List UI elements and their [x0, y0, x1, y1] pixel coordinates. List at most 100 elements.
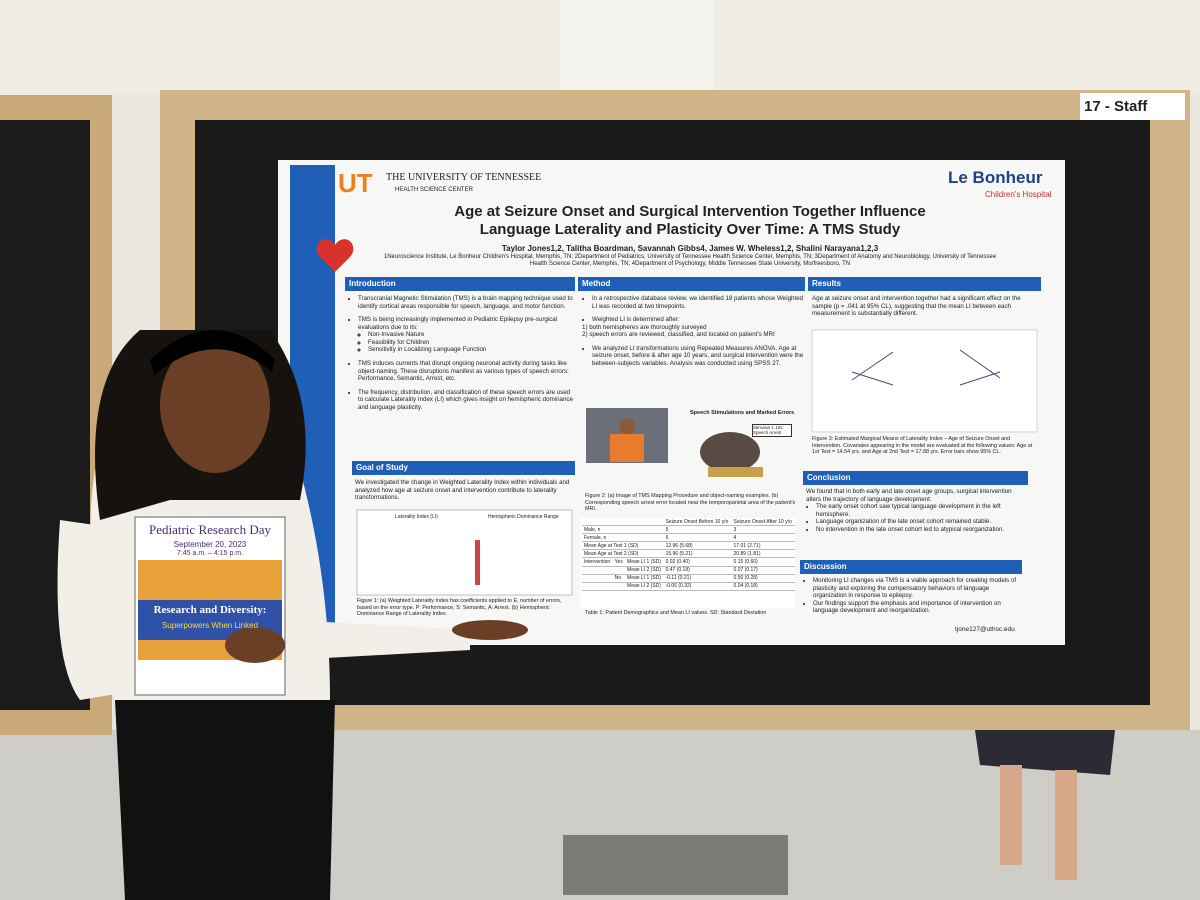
paragraph: TMS is being increasingly implemented in… [358, 316, 573, 331]
ut-logo: UT [338, 168, 373, 198]
figure-caption: Figure 3: Estimated Marginal Means of La… [812, 436, 1033, 456]
leg [1000, 765, 1022, 865]
patient-head [619, 418, 635, 434]
sign-card [1080, 93, 1185, 120]
chart-line [959, 371, 1001, 386]
subgroup-cell: Yes [612, 557, 626, 567]
booklet-title: Pediatric Research Day [148, 522, 271, 537]
paragraph: TMS induces currents that disrupt ongoin… [358, 360, 573, 383]
cell: 0.02 (0.40) [663, 557, 732, 567]
heart [316, 239, 354, 272]
university: THE UNIVERSITY OF TENNESSEE [386, 172, 542, 183]
step: 2) speech errors are reviewed, classifie… [582, 331, 775, 339]
row-label: Female, n [582, 533, 664, 543]
figure-caption: Figure 1: (a) Weighted Laterality Index … [357, 598, 562, 618]
bullet: Monitoring LI changes via TMS is a viabl… [813, 577, 1021, 600]
group-cell: Intervention [582, 557, 613, 567]
cell: 20.89 (1.81) [731, 549, 795, 559]
cell: -0.11 (0.21) [663, 574, 732, 583]
bullet: Our findings support the emphasis and im… [813, 600, 1021, 615]
cell: 5 [663, 525, 732, 535]
figure-title: Hemispheric Dominance Range [488, 514, 559, 520]
cell: -0.06 (0.32) [663, 582, 732, 591]
cell: 0.50 (0.28) [731, 574, 795, 583]
cell: 0.07 (0.17) [731, 566, 795, 575]
paragraph: We found that in both early and late ons… [806, 488, 1012, 503]
section-heading: Goal of Study [352, 461, 575, 475]
row-label: Mean Age at Test 2 (SD) [582, 549, 664, 559]
paragraph: Transcranial Magnetic Stimulation (TMS) … [358, 295, 573, 310]
chart-line [851, 371, 894, 386]
figure-label: Stimulus 1.10s: Speech Arrest [752, 424, 792, 437]
bullet: Language organization of the late onset … [816, 518, 1026, 526]
section-body: We investigated the change in Weighted L… [355, 479, 570, 502]
floor-plate [563, 835, 788, 895]
group-cell [582, 582, 613, 591]
poster-title: Age at Seizure Onset and Surgical Interv… [454, 203, 926, 238]
step: 1) both hemispheres are thoroughly surve… [582, 323, 707, 331]
email: tjone127@uthsc.edu [955, 626, 1015, 633]
section-body: In a retrospective database review, we i… [582, 295, 804, 368]
paragraph: In a retrospective database review, we i… [592, 295, 804, 310]
pants [115, 700, 335, 900]
group-cell [582, 574, 613, 583]
booklet-date: September 20, 2023 [173, 540, 247, 549]
chart-line [959, 349, 1001, 379]
face [160, 337, 270, 473]
holding-hand [225, 627, 285, 663]
section-body: Monitoring LI changes via TMS is a viabl… [803, 577, 1021, 615]
row-label: Mean LI 2 (SD) [625, 582, 664, 591]
cell: 4 [731, 533, 795, 543]
row-label: Mean Age at Test 1 (SD) [582, 541, 664, 551]
table: Seizure Onset Before 10 y/o Seizure Onset… [582, 518, 795, 591]
figure-title: Laterality Index (LI) [395, 514, 438, 520]
section-heading: Introduction [345, 277, 575, 291]
leg [1055, 770, 1077, 880]
figure-caption: Figure 2: (a) Image of TMS Mapping Proce… [585, 493, 796, 513]
section-heading: Conclusion [803, 471, 1028, 485]
cell: 3 [731, 525, 795, 535]
figure-title: Speech Stimulations and Marked Errors [690, 410, 795, 416]
cell: 6 [663, 533, 732, 543]
brain-base [708, 467, 763, 477]
cell: 0.47 (0.18) [663, 566, 732, 575]
cell: 15.96 (5.21) [663, 549, 732, 559]
pillar [560, 0, 715, 95]
table-caption: Table 1: Patient Demographics and Mean L… [585, 610, 767, 616]
table-row: No Mean LI 1 (SD) -0.11 (0.21) 0.50 (0.28) [582, 574, 795, 583]
row-label: Mean LI 1 (SD) [625, 574, 664, 583]
dress [975, 730, 1115, 775]
row-label: Male, n [582, 525, 664, 535]
group-cell [582, 566, 613, 575]
cell: 17.01 (2.71) [731, 541, 795, 551]
cell: 12.96 (5.68) [663, 541, 732, 551]
hospital: Le Bonheur [948, 168, 1043, 187]
bullet: Non-Invasive Nature [368, 331, 573, 339]
bullet: Sensitivity in Localizing Language Funct… [368, 346, 573, 354]
table-row: Mean Age at Test 1 (SD) 12.96 (5.68) 17.01… [582, 541, 795, 551]
figure-1 [356, 509, 573, 596]
paragraph: Weighted LI is determined after: [592, 316, 804, 324]
bullet: No intervention in the late onset cohort… [816, 526, 1026, 534]
paragraph: The frequency, distribution, and classif… [358, 389, 573, 412]
data-table: Seizure Onset Before 10 y/o Seizure Onset… [582, 518, 795, 591]
headband [150, 330, 275, 375]
subgroup-cell: No [612, 574, 626, 583]
paragraph: We analyzed LI transformations using Rep… [592, 345, 804, 368]
column-header: Seizure Onset After 10 y/o [731, 518, 795, 527]
subgroup-cell [612, 582, 626, 591]
column-header: Seizure Onset Before 10 y/o [663, 518, 732, 527]
cell: 0.04 (0.18) [731, 582, 795, 591]
hospital-sub: Children's Hospital [985, 190, 1052, 199]
booklet-time: 7:45 a.m. – 4:15 p.m. [176, 550, 244, 557]
brain [700, 432, 760, 472]
bullet: The early onset cohort saw typical langu… [816, 503, 1026, 518]
bullet: Feasibility for Children [368, 339, 573, 347]
arm [57, 520, 140, 700]
range-bar [475, 540, 480, 585]
section-heading: Discussion [800, 560, 1022, 574]
section-heading: Method [578, 277, 805, 291]
figure-3 [811, 329, 1038, 433]
